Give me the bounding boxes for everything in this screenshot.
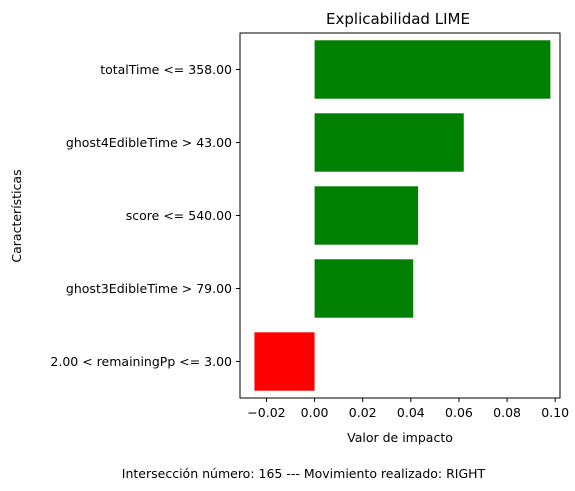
bar-2 (314, 113, 464, 172)
y-tick-label: ghost3EdibleTime > 79.00 (66, 281, 232, 296)
bar-3 (314, 186, 419, 245)
y-tick-label: ghost4EdibleTime > 43.00 (66, 135, 232, 150)
x-tick-label: −0.02 (247, 405, 285, 420)
x-tick-label: 0.10 (541, 405, 569, 420)
y-tick-label: 2.00 < remainingPp <= 3.00 (50, 354, 232, 369)
x-axis-ticks: −0.02 0.00 0.02 0.04 0.06 0.08 0.10 (247, 398, 569, 420)
chart-title: Explicabilidad LIME (326, 10, 470, 28)
y-axis-label: Características (9, 169, 24, 262)
bars-layer (254, 40, 551, 391)
caption-text: Intersección número: 165 --- Movimiento … (121, 466, 486, 481)
x-tick-label: 0.04 (397, 405, 425, 420)
y-tick-label: totalTime <= 358.00 (100, 62, 232, 77)
bar-1 (314, 40, 551, 99)
x-tick-label: 0.00 (301, 405, 329, 420)
y-axis-ticks: totalTime <= 358.00 ghost4EdibleTime > 43… (50, 62, 240, 369)
plot-frame (239, 32, 561, 399)
bar-5 (254, 332, 315, 391)
x-tick-label: 0.02 (349, 405, 377, 420)
y-tick-label: score <= 540.00 (126, 208, 232, 223)
x-axis-label: Valor de impacto (347, 430, 453, 445)
bar-4 (314, 259, 414, 318)
x-tick-label: 0.08 (493, 405, 521, 420)
lime-chart: Explicabilidad LIME totalTime <= 358.00 g… (9, 10, 569, 445)
x-tick-label: 0.06 (445, 405, 473, 420)
